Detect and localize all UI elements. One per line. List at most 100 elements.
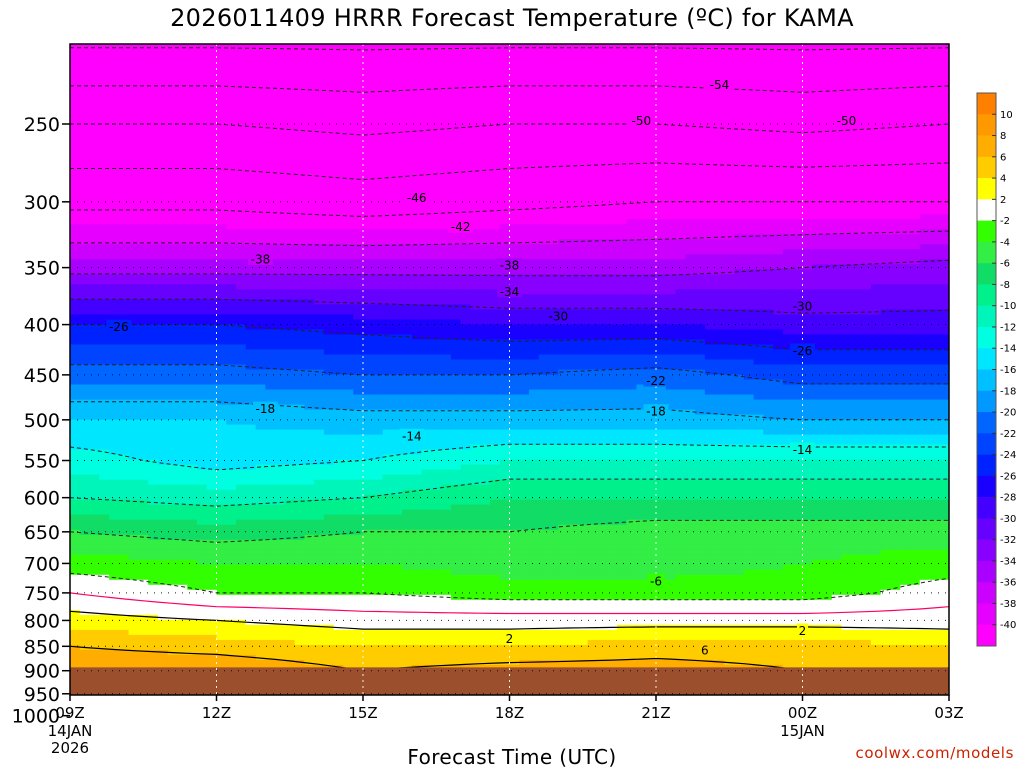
field-cell xyxy=(187,94,198,100)
field-cell xyxy=(99,209,110,215)
field-cell xyxy=(587,84,598,90)
field-cell xyxy=(812,64,823,70)
field-cell xyxy=(177,274,188,280)
field-cell xyxy=(294,194,305,200)
field-cell xyxy=(353,194,364,200)
field-cell xyxy=(704,149,716,155)
field-cell xyxy=(665,169,677,175)
field-cell xyxy=(138,214,149,220)
field-cell xyxy=(704,259,716,265)
field-cell xyxy=(626,184,638,190)
field-cell xyxy=(695,304,706,311)
field-cell xyxy=(568,139,579,145)
field-cell xyxy=(333,289,345,295)
field-cell xyxy=(489,124,501,130)
field-cell xyxy=(245,319,257,326)
field-cell xyxy=(167,149,179,155)
field-cell xyxy=(763,199,774,205)
field-cell xyxy=(890,234,901,240)
field-cell xyxy=(792,254,804,260)
field-cell xyxy=(616,254,628,260)
field-cell xyxy=(587,79,598,85)
field-cell xyxy=(577,274,589,280)
field-cell xyxy=(831,124,843,130)
field-cell xyxy=(529,149,540,155)
field-cell xyxy=(255,214,266,220)
field-cell xyxy=(431,234,442,240)
field-cell xyxy=(626,289,638,295)
field-cell xyxy=(724,229,735,235)
field-cell xyxy=(880,139,891,145)
field-cell xyxy=(724,189,735,195)
field-cell xyxy=(118,84,130,90)
field-cell xyxy=(255,229,266,235)
field-cell xyxy=(743,104,755,110)
field-cell xyxy=(245,114,257,120)
plot-area xyxy=(70,44,949,695)
field-cell xyxy=(802,69,813,75)
field-cell xyxy=(89,54,100,60)
field-cell xyxy=(841,294,852,300)
field-cell xyxy=(831,139,843,145)
field-cell xyxy=(216,59,227,65)
field-cell xyxy=(177,159,188,165)
field-cell xyxy=(714,99,725,105)
field-cell xyxy=(402,49,413,55)
field-cell xyxy=(363,254,374,260)
field-cell xyxy=(109,109,120,115)
field-cell xyxy=(714,69,725,75)
field-cell xyxy=(196,239,208,245)
field-cell xyxy=(519,199,530,205)
field-cell xyxy=(196,169,208,175)
field-cell xyxy=(275,279,286,285)
field-cell xyxy=(831,144,843,150)
field-cell xyxy=(538,279,550,285)
field-cell xyxy=(411,299,423,305)
field-cell xyxy=(577,134,589,140)
field-cell xyxy=(99,244,110,250)
field-cell xyxy=(431,319,442,326)
field-cell xyxy=(450,144,462,150)
field-cell xyxy=(499,74,511,80)
field-cell xyxy=(626,224,638,230)
field-cell xyxy=(597,254,608,260)
field-cell xyxy=(695,84,706,90)
field-cell xyxy=(99,114,110,120)
field-cell xyxy=(255,164,266,170)
field-cell xyxy=(675,214,686,220)
field-cell xyxy=(890,314,901,321)
field-cell xyxy=(568,179,579,185)
field-cell xyxy=(890,129,901,135)
field-cell xyxy=(685,119,696,125)
field-cell xyxy=(597,259,608,265)
field-cell xyxy=(196,284,208,290)
field-cell xyxy=(919,174,931,180)
field-cell xyxy=(558,69,569,75)
field-cell xyxy=(402,64,413,70)
field-cell xyxy=(392,289,403,295)
field-cell xyxy=(304,199,315,205)
field-cell xyxy=(148,319,159,326)
field-cell xyxy=(861,259,872,265)
field-cell xyxy=(196,109,208,115)
field-cell xyxy=(157,74,169,80)
field-cell xyxy=(226,234,237,240)
field-cell xyxy=(70,319,81,326)
field-cell xyxy=(509,304,520,311)
field-cell xyxy=(431,254,442,260)
field-cell xyxy=(138,244,149,250)
field-cell xyxy=(861,224,872,230)
field-cell xyxy=(460,74,472,80)
field-cell xyxy=(909,239,921,245)
field-cell xyxy=(773,149,784,155)
field-cell xyxy=(870,149,882,155)
field-cell xyxy=(460,194,472,200)
field-cell xyxy=(714,164,725,170)
field-cell xyxy=(89,64,100,70)
field-cell xyxy=(314,269,325,275)
field-cell xyxy=(597,219,608,225)
field-cell xyxy=(900,119,911,125)
field-cell xyxy=(109,229,120,235)
field-cell xyxy=(548,284,559,290)
field-cell xyxy=(900,89,911,95)
